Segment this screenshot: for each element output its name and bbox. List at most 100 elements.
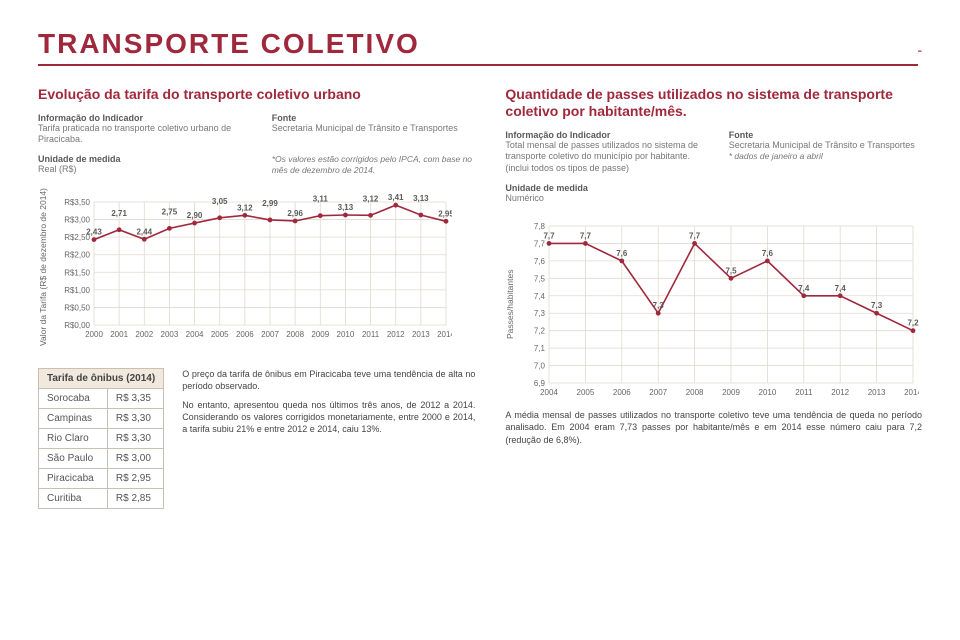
left-meta-row2: Unidade de medida Real (R$) *Os valores … [38, 154, 475, 176]
right-analysis: A média mensal de passes utilizados no t… [505, 409, 922, 445]
note-block: *Os valores estão corrigidos pelo IPCA, … [272, 154, 476, 176]
fare-cell: R$ 3,30 [107, 429, 163, 449]
right-chart: Passes/habitantes 6,9 7,0 7,1 7,2 7,3 7,4 7,5 7… [505, 212, 922, 397]
svg-text:7,3: 7,3 [534, 310, 546, 319]
table-row: CampinasR$ 3,30 [39, 409, 164, 429]
svg-text:2004: 2004 [186, 330, 204, 339]
fonte-label: Fonte [272, 113, 476, 123]
unidade-block: Unidade de medida Numérico [505, 183, 698, 205]
svg-text:2012: 2012 [387, 330, 405, 339]
svg-text:3,12: 3,12 [363, 195, 379, 204]
svg-text:2000: 2000 [85, 330, 103, 339]
svg-text:3,11: 3,11 [313, 195, 329, 204]
svg-text:7,1: 7,1 [534, 344, 546, 353]
svg-text:3,13: 3,13 [338, 203, 354, 212]
left-chart-svg: R$0,00R$0,50R$1,00R$1,50R$2,00R$2,50R$3,… [52, 184, 452, 339]
svg-text:7,0: 7,0 [534, 362, 546, 371]
page-title: TRANSPORTE COLETIVO [38, 28, 918, 60]
header: TRANSPORTE COLETIVO [0, 0, 960, 86]
table-title: Tarifa de ônibus (2014) [39, 369, 164, 389]
svg-text:7,2: 7,2 [908, 319, 920, 328]
info-block: Informação do Indicador Total mensal de … [505, 130, 698, 175]
table-row: São PauloR$ 3,00 [39, 449, 164, 469]
left-chart-plot: R$0,00R$0,50R$1,00R$1,50R$2,00R$2,50R$3,… [52, 184, 475, 350]
svg-text:2,96: 2,96 [287, 209, 303, 218]
svg-text:2009: 2009 [723, 388, 741, 397]
svg-text:7,7: 7,7 [534, 240, 546, 249]
svg-text:2,90: 2,90 [187, 211, 203, 220]
unidade-label: Unidade de medida [505, 183, 698, 193]
svg-text:2011: 2011 [796, 388, 814, 397]
svg-text:R$2,00: R$2,00 [64, 251, 90, 260]
svg-text:7,5: 7,5 [726, 267, 738, 276]
right-meta-row1: Informação do Indicador Total mensal de … [505, 130, 922, 175]
city-cell: São Paulo [39, 449, 108, 469]
left-lower-row: Tarifa de ônibus (2014) SorocabaR$ 3,35C… [38, 368, 475, 509]
unidade-label: Unidade de medida [38, 154, 242, 164]
svg-text:2005: 2005 [211, 330, 229, 339]
svg-text:2,99: 2,99 [262, 199, 278, 208]
svg-text:7,7: 7,7 [544, 232, 556, 241]
left-chart: Valor da Tarifa (R$ de dezembro de 2014)… [38, 184, 475, 350]
svg-text:2013: 2013 [868, 388, 886, 397]
left-meta-row1: Informação do Indicador Tarifa praticada… [38, 113, 475, 146]
right-chart-plot: 6,97,07,17,27,37,47,57,67,77,82004200520… [519, 212, 922, 397]
svg-text:2002: 2002 [135, 330, 153, 339]
left-analysis: O preço da tarifa de ônibus em Piracicab… [182, 368, 475, 441]
note-text: *Os valores estão corrigidos pelo IPCA, … [272, 154, 476, 176]
fare-cell: R$ 3,00 [107, 449, 163, 469]
svg-text:2007: 2007 [261, 330, 279, 339]
svg-text:2008: 2008 [686, 388, 704, 397]
svg-text:R$0,50: R$0,50 [64, 304, 90, 313]
svg-text:2004: 2004 [541, 388, 559, 397]
svg-text:2007: 2007 [650, 388, 668, 397]
fonte-note: * dados de janeiro a abril [729, 151, 922, 162]
svg-text:3,05: 3,05 [212, 197, 228, 206]
svg-text:7,3: 7,3 [871, 302, 883, 311]
table-row: CuritibaR$ 2,85 [39, 489, 164, 509]
unidade-text: Real (R$) [38, 164, 242, 176]
right-column: Quantidade de passes utilizados no siste… [505, 86, 922, 509]
fare-cell: R$ 3,35 [107, 389, 163, 409]
svg-text:3,13: 3,13 [413, 194, 429, 203]
svg-text:2008: 2008 [286, 330, 304, 339]
right-y-axis-title: Passes/habitantes [505, 212, 515, 397]
body: Evolução da tarifa do transporte coletiv… [0, 86, 960, 509]
table-row: PiracicabaR$ 2,95 [39, 469, 164, 489]
title-underline [38, 64, 918, 66]
svg-text:2014: 2014 [437, 330, 452, 339]
svg-text:6,9: 6,9 [534, 379, 546, 388]
fare-cell: R$ 3,30 [107, 409, 163, 429]
bus-icon [918, 28, 922, 74]
table-row: SorocabaR$ 3,35 [39, 389, 164, 409]
tarifa-table: Tarifa de ônibus (2014) SorocabaR$ 3,35C… [38, 368, 164, 509]
svg-text:2,75: 2,75 [162, 208, 178, 217]
svg-text:R$3,00: R$3,00 [64, 216, 90, 225]
left-subtitle: Evolução da tarifa do transporte coletiv… [38, 86, 475, 103]
svg-text:2009: 2009 [311, 330, 329, 339]
right-subtitle: Quantidade de passes utilizados no siste… [505, 86, 922, 120]
svg-text:R$3,50: R$3,50 [64, 198, 90, 207]
svg-text:2,44: 2,44 [136, 228, 152, 237]
unidade-text: Numérico [505, 193, 698, 205]
city-cell: Piracicaba [39, 469, 108, 489]
svg-text:7,7: 7,7 [689, 232, 701, 241]
svg-text:2,43: 2,43 [86, 228, 102, 237]
svg-text:7,5: 7,5 [534, 275, 546, 284]
tarifa-table-wrap: Tarifa de ônibus (2014) SorocabaR$ 3,35C… [38, 368, 164, 509]
unidade-block: Unidade de medida Real (R$) [38, 154, 242, 176]
info-label: Informação do Indicador [505, 130, 698, 140]
svg-text:7,6: 7,6 [534, 257, 546, 266]
svg-text:7,4: 7,4 [799, 284, 811, 293]
svg-text:R$1,00: R$1,00 [64, 286, 90, 295]
svg-text:2010: 2010 [759, 388, 777, 397]
info-block: Informação do Indicador Tarifa praticada… [38, 113, 242, 146]
svg-text:2011: 2011 [362, 330, 380, 339]
svg-text:7,3: 7,3 [653, 302, 665, 311]
svg-text:2012: 2012 [832, 388, 850, 397]
svg-text:7,4: 7,4 [835, 284, 847, 293]
fonte-text: Secretaria Municipal de Trânsito e Trans… [272, 123, 476, 135]
svg-text:2001: 2001 [110, 330, 128, 339]
left-y-axis-title: Valor da Tarifa (R$ de dezembro de 2014) [38, 184, 48, 350]
city-cell: Curitiba [39, 489, 108, 509]
